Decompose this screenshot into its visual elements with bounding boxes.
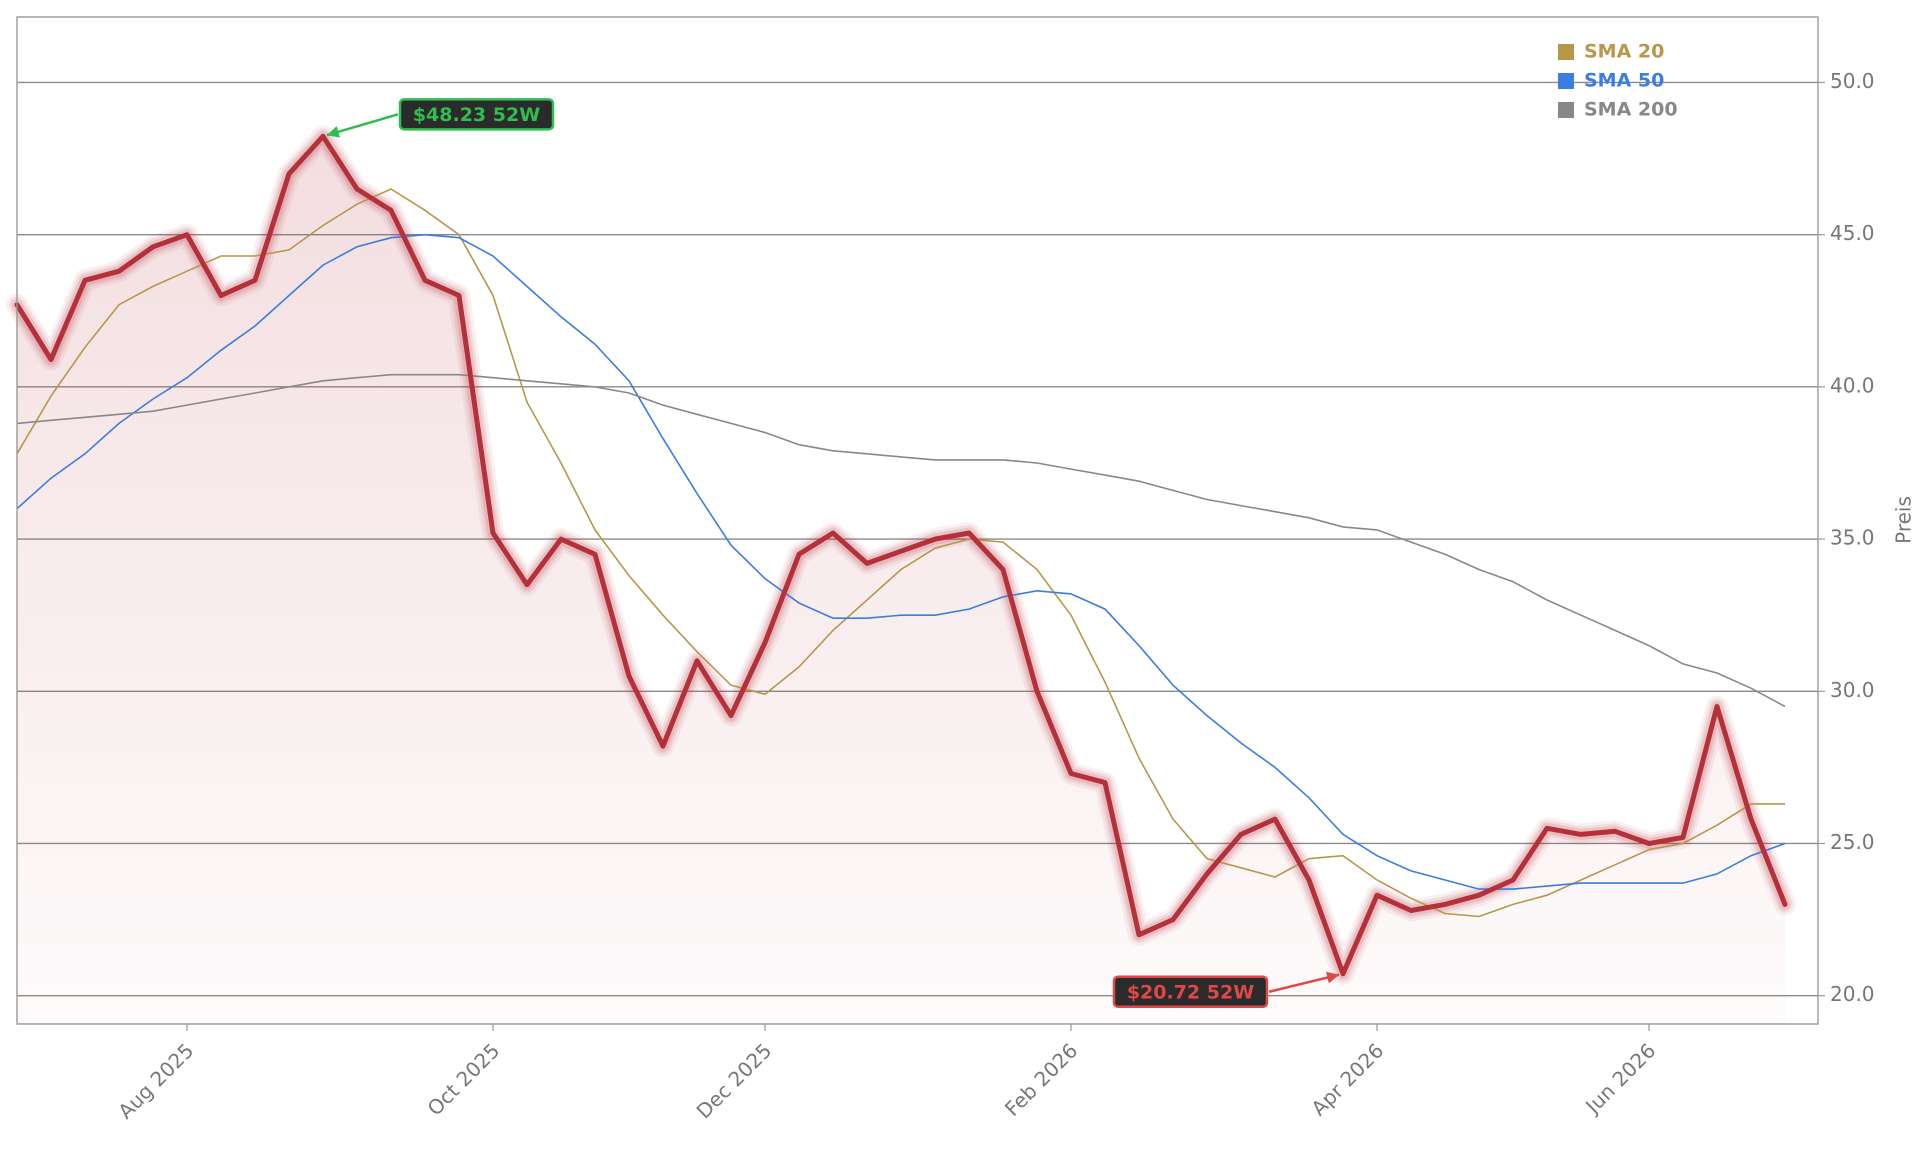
y-tick-label: 20.0	[1830, 982, 1875, 1006]
annotation: $48.23 52W	[326, 98, 555, 138]
annotation-arrow	[326, 113, 399, 137]
y-tick-label: 30.0	[1830, 678, 1875, 702]
y-tick-label: 25.0	[1830, 830, 1875, 854]
annotation-label: $20.72 52W	[1127, 981, 1254, 1003]
sma-line	[16, 373, 1786, 708]
annotation-arrowhead	[1326, 971, 1340, 984]
sma-line	[16, 188, 1785, 918]
x-tick-label: Aug 2025	[113, 1038, 198, 1123]
x-tick-label: Feb 2026	[1000, 1038, 1082, 1120]
price-line	[14, 133, 1788, 977]
legend-label: SMA 20	[1584, 41, 1664, 63]
plot-frame	[16, 16, 1819, 1025]
x-tick-label: Dec 2025	[692, 1038, 777, 1123]
legend-label: SMA 200	[1584, 99, 1678, 121]
legend-label: SMA 50	[1584, 70, 1664, 92]
y-axis-label: Preis	[1892, 496, 1916, 544]
annotation-arrow	[1268, 973, 1340, 993]
annotation-arrowhead	[326, 126, 341, 138]
legend-swatch	[1558, 73, 1574, 89]
x-tick-label: Oct 2025	[423, 1038, 505, 1120]
annotation-label: $48.23 52W	[413, 104, 540, 126]
annotation: $20.72 52W	[1112, 971, 1340, 1009]
price-area	[17, 136, 1785, 1025]
annotation-box	[398, 98, 555, 131]
x-tick-label: Jun 2026	[1579, 1038, 1660, 1119]
legend-swatch	[1558, 44, 1574, 60]
y-tick-label: 50.0	[1830, 69, 1875, 93]
y-tick-label: 40.0	[1830, 373, 1875, 397]
y-tick-label: 35.0	[1830, 526, 1875, 550]
x-tick-label: Apr 2026	[1306, 1038, 1388, 1120]
annotation-box	[1112, 975, 1269, 1009]
legend-swatch	[1558, 102, 1574, 118]
y-tick-label: 45.0	[1830, 221, 1875, 245]
